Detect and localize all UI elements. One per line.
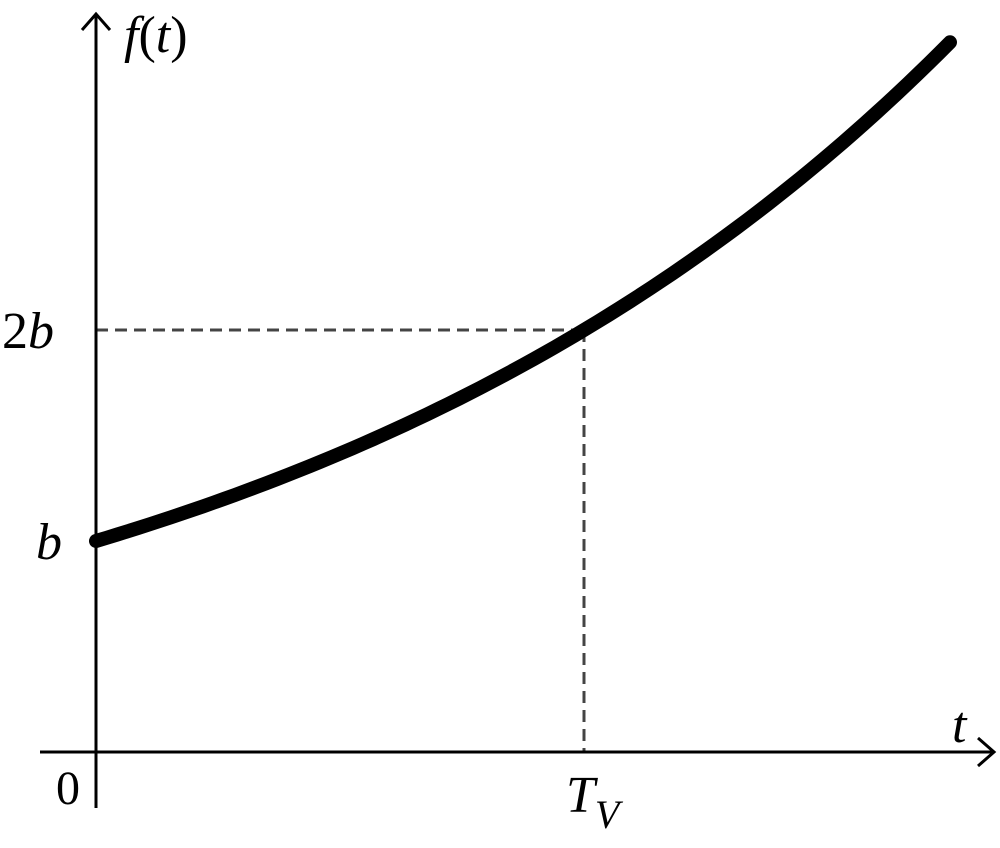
y-axis-arrow — [80, 11, 112, 31]
y-tick-label-2b: 2b — [2, 303, 54, 360]
series-curve — [89, 35, 957, 548]
x-tick-label-0: 0 — [56, 762, 80, 815]
x-axis-label: t — [952, 697, 968, 754]
y-tick-label-b: b — [36, 514, 62, 571]
y-axis-label: f(t) — [124, 7, 188, 64]
x-axis-arrow — [977, 736, 997, 768]
x-tick-label-tv: TV — [566, 767, 624, 837]
